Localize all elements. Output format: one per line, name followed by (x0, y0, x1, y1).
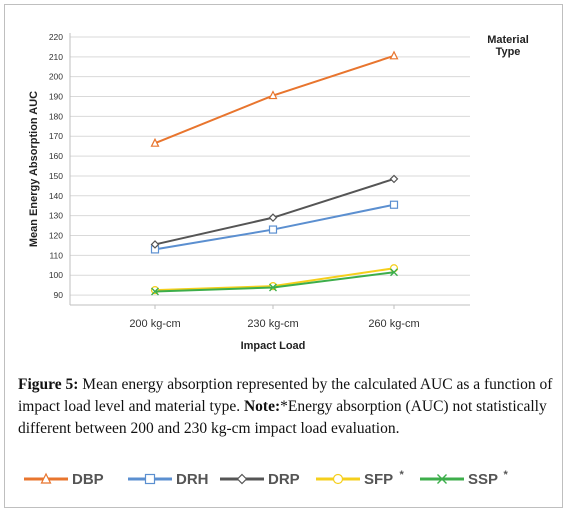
legend-label-drh: DRH (176, 471, 209, 488)
legend-label-ssp: SSP (468, 471, 498, 488)
y-axis-title: Mean Energy Absorption AUC (28, 91, 40, 247)
series-drp (150, 174, 399, 249)
data-point-drh (268, 225, 278, 234)
legend-marker-sfp (332, 473, 344, 485)
data-point-dbp (268, 90, 278, 100)
series-drh (150, 200, 399, 254)
legend: DBP DRH DRP SFP * SSP * (24, 469, 509, 488)
data-point-ssp (390, 268, 398, 277)
legend-item-sfp: SFP * (316, 469, 405, 488)
y-tick-label: 180 (49, 111, 63, 121)
caption-label: Figure 5: (18, 376, 79, 393)
data-point-ssp (269, 283, 277, 292)
y-tick-label: 110 (49, 250, 63, 260)
figure-caption: Figure 5: Mean energy absorption represe… (18, 374, 558, 440)
y-tick-label: 220 (49, 32, 63, 42)
x-tick-label: 230 kg-cm (247, 318, 298, 330)
series-dbp (150, 50, 399, 147)
y-tick-label: 130 (49, 211, 63, 221)
data-point-dbp (389, 50, 399, 60)
data-point-drh (389, 200, 399, 209)
y-tick-label: 100 (49, 270, 63, 280)
y-tick-label: 210 (49, 52, 63, 62)
legend-item-ssp: SSP * (420, 469, 509, 488)
legend-item-drp: DRP (220, 471, 300, 488)
caption-text: Mean energy absorption represented by th… (18, 376, 553, 415)
legend-label-drp: DRP (268, 471, 300, 488)
legend-marker-ssp (437, 474, 447, 484)
data-point-drp (389, 174, 399, 184)
caption-note-label: Note: (243, 398, 281, 415)
legend-item-dbp: DBP (24, 471, 104, 488)
legend-label-dbp: DBP (72, 471, 104, 488)
y-tick-label: 160 (49, 151, 63, 161)
figure-frame (4, 4, 563, 508)
y-tick-label: 200 (49, 72, 63, 82)
data-point-dbp (150, 137, 160, 147)
line-chart: 90 100 110 120 130 140 150 160 170 180 190 200 210 22… (28, 32, 470, 352)
data-point-ssp (151, 287, 159, 296)
legend-asterisk-ssp: * (504, 469, 509, 481)
legend-marker-dbp (40, 472, 52, 484)
data-point-drp (150, 240, 160, 249)
data-point-sfp (150, 286, 160, 295)
caption-note-text: *Energy absorption (AUC) not statistical… (18, 398, 547, 437)
data-point-drp (268, 213, 278, 222)
y-tick-label: 90 (54, 290, 64, 300)
x-axis-title: Impact Load (241, 340, 306, 352)
y-tick-label: 150 (49, 171, 63, 181)
y-tick-label: 190 (49, 92, 63, 102)
x-tick-label: 200 kg-cm (129, 318, 180, 330)
y-tick-label: 170 (49, 131, 63, 141)
legend-label-sfp: SFP (364, 471, 393, 488)
legend-title: Material Type (487, 34, 529, 58)
series-line-dbp (154, 54, 395, 145)
legend-item-drh: DRH (128, 471, 209, 488)
legend-marker-drp (236, 473, 248, 485)
y-tick-label: 120 (49, 231, 63, 241)
legend-asterisk-sfp: * (400, 469, 405, 481)
series-ssp (151, 268, 398, 296)
legend-marker-drh (144, 473, 156, 485)
y-tick-label: 140 (49, 191, 63, 201)
x-tick-label: 260 kg-cm (368, 318, 419, 330)
